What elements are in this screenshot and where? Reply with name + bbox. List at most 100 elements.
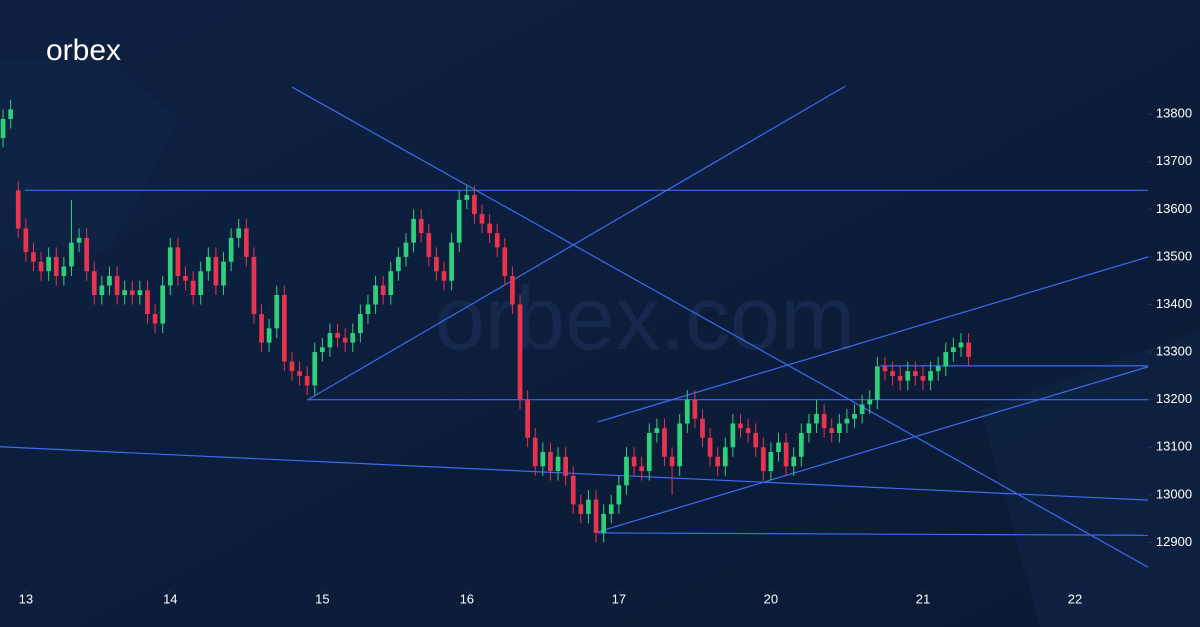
candle-body xyxy=(426,233,432,257)
candle-body xyxy=(745,428,751,433)
candle-body xyxy=(145,290,150,315)
x-tick-label: 22 xyxy=(1068,591,1082,606)
candle-body xyxy=(494,233,500,248)
candle-body xyxy=(897,375,903,381)
candle-body xyxy=(335,333,340,338)
trend-line xyxy=(597,366,1149,533)
candle-body xyxy=(928,371,933,381)
x-tick-label: 17 xyxy=(612,591,626,606)
y-tick-label: 12900 xyxy=(1156,534,1192,549)
x-tick-label: 20 xyxy=(764,591,778,606)
candle-body xyxy=(456,199,462,243)
candle-body xyxy=(365,304,371,315)
candle-body xyxy=(608,504,614,514)
candle-body xyxy=(205,256,211,272)
candle-body xyxy=(487,223,492,234)
decoration xyxy=(0,60,180,250)
candle-body xyxy=(913,371,918,376)
candle-body xyxy=(388,271,394,295)
candle-body xyxy=(707,437,713,457)
candle-body xyxy=(190,280,196,295)
candle-body xyxy=(586,499,591,514)
candle-body xyxy=(175,247,181,276)
candle-body xyxy=(327,333,333,348)
x-tick-label: 14 xyxy=(163,591,177,606)
trend-line xyxy=(597,256,1149,423)
trend-line xyxy=(306,85,846,401)
candle-body xyxy=(859,404,865,414)
candle-body xyxy=(319,347,325,353)
y-tick-label: 13800 xyxy=(1156,106,1192,121)
y-tick-label: 13400 xyxy=(1156,296,1192,311)
candle-body xyxy=(958,342,964,348)
candle-body xyxy=(700,418,705,438)
trend-line xyxy=(291,86,1149,568)
candle-body xyxy=(601,513,607,533)
candle-body xyxy=(107,275,112,286)
candle-body xyxy=(570,475,576,505)
candle-body xyxy=(46,256,52,272)
x-tick-label: 15 xyxy=(315,591,329,606)
candle-body xyxy=(874,366,880,400)
candle-body xyxy=(836,423,842,433)
candle-body xyxy=(555,456,561,472)
candle-body xyxy=(152,314,158,324)
candle-body xyxy=(84,237,90,272)
candle-body xyxy=(403,242,409,257)
candle-body xyxy=(517,304,523,400)
candle-body xyxy=(243,228,249,257)
candle-body xyxy=(76,237,82,243)
candle-body xyxy=(281,295,287,362)
candle-body xyxy=(396,256,401,272)
candle-body xyxy=(251,256,257,315)
candle-body xyxy=(692,399,698,419)
decoration xyxy=(980,330,1200,627)
candle-body xyxy=(829,428,835,433)
candle-body xyxy=(791,456,797,467)
y-tick-label: 13500 xyxy=(1156,248,1192,263)
candle-body xyxy=(61,266,67,276)
candle-body xyxy=(358,314,363,334)
y-tick-label: 13300 xyxy=(1156,344,1192,359)
candle-body xyxy=(198,271,204,295)
candle-body xyxy=(380,285,386,295)
y-tick-label: 13600 xyxy=(1156,201,1192,216)
candle-body xyxy=(449,242,454,281)
candle-body xyxy=(434,256,439,272)
candle-body xyxy=(753,432,759,448)
candle-body xyxy=(221,261,226,286)
candle-body xyxy=(502,247,508,276)
candle-body xyxy=(624,456,629,486)
candle-body xyxy=(821,413,827,429)
candle-body xyxy=(274,295,280,329)
candle-body xyxy=(510,275,515,305)
candle-body xyxy=(213,256,219,286)
candle-body xyxy=(654,428,660,433)
candle-body xyxy=(951,347,956,353)
candle-body xyxy=(350,333,356,343)
watermark: orbex.com xyxy=(435,269,855,369)
candle-body xyxy=(593,499,599,533)
candle-body xyxy=(23,228,29,253)
plot-area: 12900 13000 13100 13200 13300 13400 13500 13600… xyxy=(0,85,1192,606)
candle-body xyxy=(548,452,553,472)
candle-body xyxy=(183,275,188,281)
x-tick-label: 16 xyxy=(460,591,474,606)
candle-body xyxy=(867,399,873,405)
candle-body xyxy=(266,328,272,343)
candle-body xyxy=(783,442,789,467)
candle-body xyxy=(15,190,21,229)
candle-body xyxy=(479,214,485,224)
candle-body xyxy=(776,442,781,453)
candle-body xyxy=(540,452,546,467)
candle-body xyxy=(31,252,36,262)
candle-body xyxy=(730,423,736,448)
candle-body xyxy=(760,447,766,472)
candle-body xyxy=(966,342,971,357)
y-tick-label: 13700 xyxy=(1156,153,1192,168)
candle-body xyxy=(418,218,424,234)
trend-line xyxy=(0,446,1149,501)
logo: orbex xyxy=(46,34,121,67)
candle-body xyxy=(844,418,850,424)
